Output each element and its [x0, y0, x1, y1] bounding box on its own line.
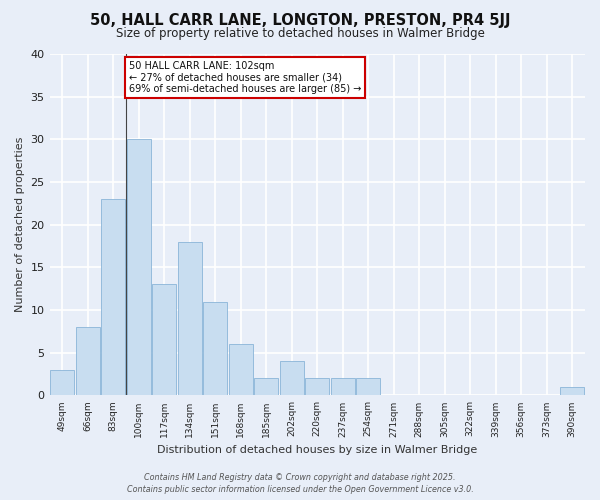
- Bar: [356, 378, 380, 396]
- Bar: [331, 378, 355, 396]
- Text: 50 HALL CARR LANE: 102sqm
← 27% of detached houses are smaller (34)
69% of semi-: 50 HALL CARR LANE: 102sqm ← 27% of detac…: [128, 61, 361, 94]
- Text: Contains HM Land Registry data © Crown copyright and database right 2025.
Contai: Contains HM Land Registry data © Crown c…: [127, 472, 473, 494]
- Bar: [152, 284, 176, 396]
- Bar: [203, 302, 227, 396]
- Text: Size of property relative to detached houses in Walmer Bridge: Size of property relative to detached ho…: [116, 28, 484, 40]
- Bar: [178, 242, 202, 396]
- Bar: [127, 140, 151, 396]
- Bar: [76, 327, 100, 396]
- Bar: [305, 378, 329, 396]
- Bar: [50, 370, 74, 396]
- Bar: [280, 362, 304, 396]
- Bar: [101, 199, 125, 396]
- Bar: [560, 387, 584, 396]
- Text: 50, HALL CARR LANE, LONGTON, PRESTON, PR4 5JJ: 50, HALL CARR LANE, LONGTON, PRESTON, PR…: [90, 12, 510, 28]
- X-axis label: Distribution of detached houses by size in Walmer Bridge: Distribution of detached houses by size …: [157, 445, 478, 455]
- Y-axis label: Number of detached properties: Number of detached properties: [15, 137, 25, 312]
- Bar: [254, 378, 278, 396]
- Bar: [229, 344, 253, 396]
